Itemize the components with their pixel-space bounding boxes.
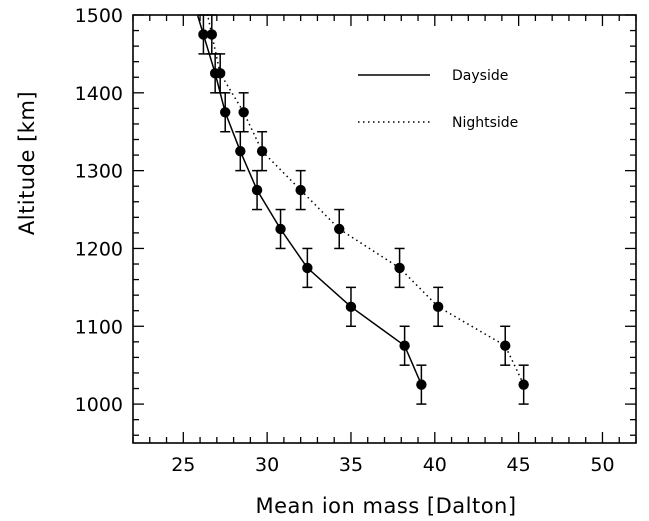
data-point-dayside	[275, 223, 286, 235]
data-point-dayside	[302, 262, 313, 274]
x-tick-label: 50	[590, 454, 614, 476]
y-tick-label: 1500	[75, 5, 123, 27]
data-point-nightside	[295, 184, 306, 196]
data-points	[198, 29, 529, 390]
data-point-dayside	[220, 107, 231, 118]
y-axis-title: Altitude [km]	[15, 91, 39, 235]
legend: Dayside Nightside	[358, 68, 518, 131]
data-point-dayside	[251, 184, 263, 196]
x-tick-label: 30	[255, 454, 279, 476]
data-point-nightside	[518, 379, 529, 390]
data-point-nightside	[334, 223, 345, 235]
data-point-nightside	[394, 262, 405, 274]
data-point-dayside	[235, 145, 246, 157]
series-line-dayside	[196, 15, 423, 385]
legend-label-nightside: Nightside	[452, 115, 518, 131]
data-point-nightside	[238, 107, 249, 118]
data-point-dayside	[198, 29, 209, 40]
data-point-dayside	[399, 340, 410, 351]
y-tick-label: 1100	[75, 316, 123, 338]
y-tick-label: 1400	[75, 83, 123, 105]
x-tick-label: 35	[339, 454, 363, 476]
data-point-nightside	[432, 301, 444, 313]
series-lines	[196, 15, 525, 385]
x-tick-label: 25	[171, 454, 195, 476]
data-point-dayside	[416, 379, 427, 390]
x-tick-label: 45	[507, 454, 531, 476]
y-tick-label: 1200	[75, 238, 123, 260]
data-point-nightside	[256, 145, 268, 157]
series-line-nightside	[206, 15, 525, 385]
y-tick-label: 1300	[75, 161, 123, 183]
data-point-nightside	[214, 68, 226, 79]
x-tick-label: 40	[423, 454, 447, 476]
plot-frame	[132, 14, 637, 444]
legend-label-dayside: Dayside	[452, 68, 508, 84]
x-axis-title: Mean ion mass [Dalton]	[255, 494, 516, 518]
y-tick-label: 1000	[75, 394, 123, 416]
plot-axes	[132, 14, 637, 444]
data-point-nightside	[206, 29, 218, 40]
data-point-dayside	[345, 301, 357, 313]
axis-ticks: 25 30 35 40 45 50 1000 1100 1200 1300 1400 1500	[75, 5, 637, 476]
data-point-nightside	[500, 340, 511, 351]
